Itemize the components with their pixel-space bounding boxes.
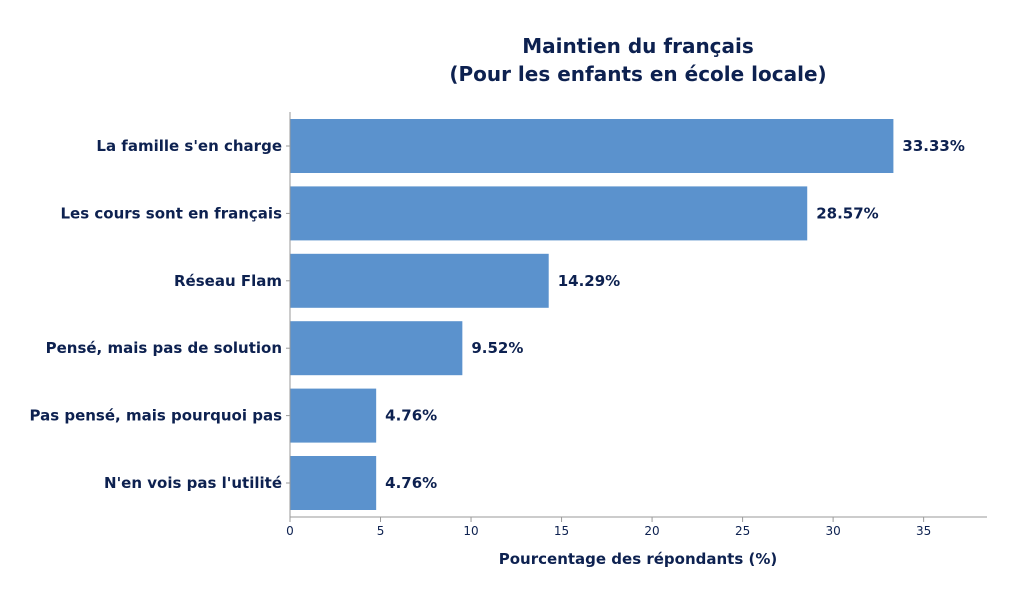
x-tick-label: 15 — [554, 524, 569, 538]
x-tick-label: 20 — [644, 524, 659, 538]
category-label: Les cours sont en français — [61, 204, 283, 222]
x-tick-label: 5 — [377, 524, 385, 538]
x-axis-title: Pourcentage des répondants (%) — [499, 550, 778, 568]
bar — [290, 186, 808, 241]
category-label: La famille s'en charge — [96, 137, 282, 155]
bars-layer: La famille s'en charge 33.33% Les cours so… — [29, 119, 965, 510]
value-label: 4.76% — [385, 407, 437, 425]
bar — [290, 119, 894, 173]
category-label: Réseau Flam — [174, 272, 282, 290]
value-label: 14.29% — [558, 272, 620, 290]
value-label: 4.76% — [385, 474, 437, 492]
x-tick-label: 0 — [286, 524, 294, 538]
x-ticks: 0 5 10 15 20 25 30 35 — [286, 517, 931, 538]
bar — [290, 321, 463, 376]
x-tick-label: 25 — [735, 524, 750, 538]
value-label: 28.57% — [816, 204, 878, 222]
category-label: Pensé, mais pas de solution — [46, 339, 282, 357]
x-tick-label: 30 — [825, 524, 840, 538]
bar — [290, 456, 377, 510]
category-label: N'en vois pas l'utilité — [104, 474, 282, 492]
value-label: 9.52% — [471, 339, 523, 357]
category-label: Pas pensé, mais pourquoi pas — [29, 407, 282, 425]
bar — [290, 253, 549, 308]
x-tick-label: 35 — [916, 524, 931, 538]
x-tick-label: 10 — [463, 524, 478, 538]
value-label: 33.33% — [902, 137, 964, 155]
chart-title-line2: (Pour les enfants en école locale) — [449, 62, 826, 86]
bar — [290, 388, 377, 443]
chart-title-line1: Maintien du français — [522, 34, 754, 58]
